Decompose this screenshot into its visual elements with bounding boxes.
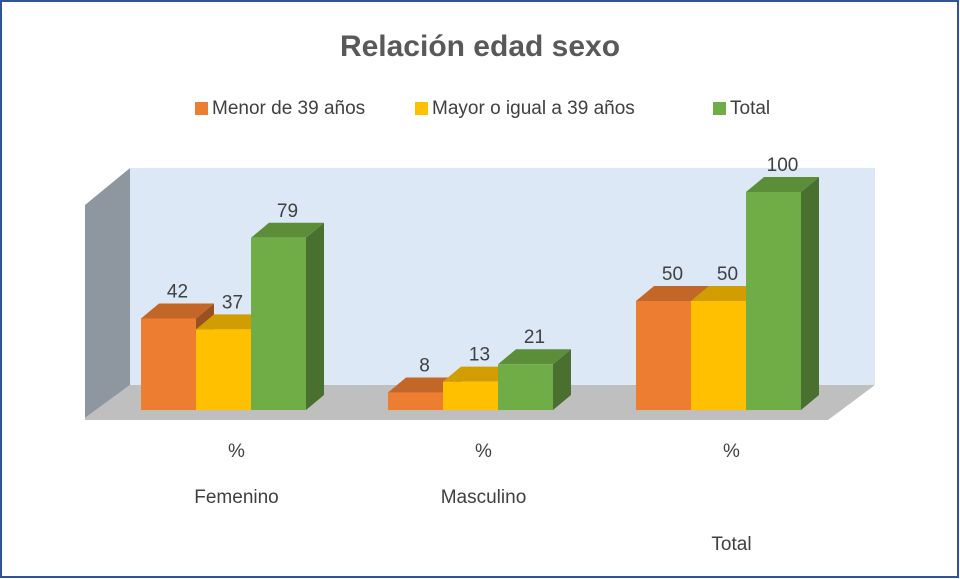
side-wall — [85, 168, 130, 418]
data-label: 42 — [167, 281, 188, 302]
bar — [746, 177, 819, 410]
bar-front — [746, 192, 801, 410]
bar-top — [388, 377, 461, 393]
legend-swatch — [415, 102, 428, 115]
bar-front — [636, 301, 691, 410]
bar — [498, 349, 571, 410]
bar-side — [306, 222, 324, 410]
data-label: 100 — [767, 155, 799, 176]
bar-front — [388, 392, 443, 410]
x-tick-label: % — [475, 441, 492, 462]
x-group-label: Masculino — [441, 487, 527, 508]
data-label: 8 — [419, 356, 430, 377]
bar-top — [251, 222, 324, 238]
x-group-label: Total — [711, 534, 751, 555]
data-label: 50 — [717, 264, 738, 285]
legend-label: Total — [730, 98, 770, 119]
legend-label: Menor de 39 años — [212, 98, 365, 119]
x-tick-label: % — [228, 441, 245, 462]
bar-front — [141, 318, 196, 410]
bar-top — [691, 286, 764, 301]
data-label: 13 — [469, 345, 490, 366]
bar-side — [801, 177, 819, 410]
legend-swatch — [195, 102, 208, 115]
legend-label: Mayor o igual a 39 años — [432, 98, 635, 119]
bar-front — [691, 301, 746, 410]
chart-title: Relación edad sexo — [340, 30, 620, 63]
bar-front — [251, 237, 306, 410]
bar-side — [553, 349, 571, 410]
bar-top — [141, 303, 214, 319]
bar-top — [498, 349, 571, 365]
bar-top — [636, 286, 709, 301]
data-label: 21 — [524, 327, 545, 348]
bar-top — [746, 177, 819, 192]
bar — [251, 222, 324, 410]
x-group-label: Femenino — [194, 487, 279, 508]
data-label: 79 — [277, 201, 298, 222]
x-tick-label: % — [723, 441, 740, 462]
bar-top — [196, 314, 269, 330]
bar-front — [196, 329, 251, 410]
legend-swatch — [713, 102, 726, 115]
bar-front — [443, 381, 498, 410]
data-label: 37 — [222, 292, 243, 313]
bar-front — [498, 364, 553, 410]
data-label: 50 — [662, 264, 683, 285]
bar-top — [443, 366, 516, 382]
